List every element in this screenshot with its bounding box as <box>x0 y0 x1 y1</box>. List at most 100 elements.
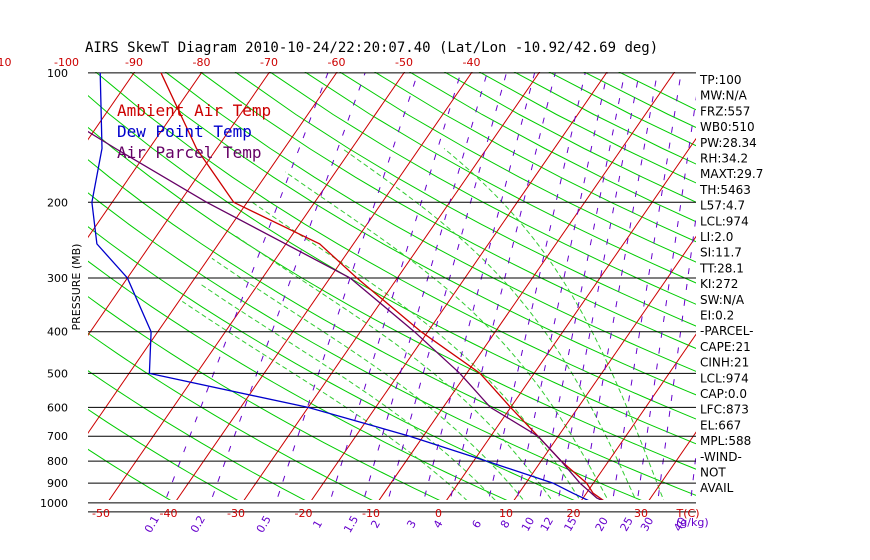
mixing-ratio-line <box>363 72 488 500</box>
stability-index: AVAIL <box>700 481 734 495</box>
bottom-temp-tick-label: 10 <box>499 507 513 520</box>
isotherm <box>88 72 271 337</box>
mixing-ratio-tick-label: 3 <box>404 518 419 531</box>
pressure-tick-label: 700 <box>47 430 68 443</box>
stability-index: -PARCEL- <box>700 324 754 338</box>
dry-adiabat <box>199 72 696 349</box>
stability-index: LCL:974 <box>700 371 749 385</box>
temp-unit-label: T(C) <box>676 507 700 520</box>
stability-index: CINH:21 <box>700 356 749 370</box>
mixing-ratio-line <box>538 72 626 500</box>
isotherm <box>0 19 36 512</box>
top-temp-tick-label: -100 <box>54 56 79 69</box>
pressure-tick-label: 200 <box>47 196 68 209</box>
mixing-ratio-tick-label: 25 <box>618 515 636 534</box>
dry-adiabat <box>164 72 696 372</box>
isotherm <box>88 72 338 434</box>
dry-adiabat <box>548 72 696 147</box>
dry-adiabat <box>88 94 696 445</box>
mixing-ratio-tick-label: 12 <box>538 515 556 534</box>
stability-index: WB0:510 <box>700 120 755 134</box>
top-temp-tick-label: -40 <box>463 56 481 69</box>
isotherm <box>378 72 676 500</box>
dry-adiabat <box>88 296 440 500</box>
dry-adiabat <box>374 72 696 243</box>
stability-index: SI:11.7 <box>700 246 742 260</box>
dry-adiabat <box>513 72 696 165</box>
pressure-tick-label: 900 <box>47 477 68 490</box>
pressure-tick-label: 1000 <box>40 497 68 510</box>
axis-labels: PRESSURE (MB)100200300400500600700800900… <box>0 56 709 535</box>
bottom-temp-tick-label: -50 <box>92 507 110 520</box>
pressure-tick-label: 300 <box>47 272 68 285</box>
stability-index: TH:5463 <box>699 183 751 197</box>
pressure-gridlines <box>88 72 696 513</box>
stability-index: SW:N/A <box>700 293 745 307</box>
isotherm <box>311 72 608 500</box>
chart-title: AIRS SkewT Diagram 2010-10-24/22:20:07.4… <box>85 40 658 56</box>
bottom-temp-tick-label: -40 <box>160 507 178 520</box>
stability-index: TT:28.1 <box>699 261 744 275</box>
mixing-ratio-line <box>612 72 682 500</box>
stability-index: NOT <box>700 466 726 480</box>
stability-index: KI:272 <box>700 277 738 291</box>
mixing-ratio-tick-label: 1.5 <box>341 513 361 535</box>
sounding-series <box>88 72 604 500</box>
isotherm <box>108 72 406 500</box>
mixing-ratio-tick-label: 30 <box>638 515 656 534</box>
bottom-temp-tick-label: 20 <box>567 507 581 520</box>
top-temp-tick-label: -50 <box>395 56 413 69</box>
mixing-ratio-tick-label: 10 <box>519 515 537 534</box>
top-temp-tick-label: -110 <box>0 56 11 69</box>
mixing-ratio-line <box>581 72 658 500</box>
mixing-ratio-tick-label: 1 <box>310 518 325 531</box>
top-temp-tick-label: -60 <box>328 56 346 69</box>
bottom-temp-tick-label: 0 <box>435 507 442 520</box>
isotherm <box>446 137 696 500</box>
mixing-ratio-line <box>516 72 608 500</box>
stability-index: FRZ:557 <box>700 104 750 118</box>
dry-adiabat <box>339 72 696 263</box>
isotherm <box>176 72 473 500</box>
mixing-ratio-line <box>276 72 419 500</box>
bottom-temp-tick-label: -10 <box>362 507 380 520</box>
bottom-temp-tick-label: 30 <box>634 507 648 520</box>
stability-index: MW:N/A <box>700 89 748 103</box>
isotherm <box>648 431 696 500</box>
mixing-ratio-line <box>423 72 536 500</box>
dry-adiabat <box>88 126 696 470</box>
mixing-ratio-tick-label: 15 <box>562 515 580 534</box>
dew-point-temp-line <box>91 72 589 500</box>
dry-adiabat <box>583 72 696 128</box>
dry-adiabat <box>88 448 171 500</box>
mixing-ratio-line <box>488 72 586 500</box>
stability-index: TP:100 <box>699 73 742 87</box>
mixing-ratio-line <box>387 72 507 500</box>
pressure-tick-label: 800 <box>47 455 68 468</box>
mixing-ratio-tick-label: 6 <box>470 518 485 531</box>
dry-adiabat <box>234 72 696 327</box>
legend-entry: Ambient Air Temp <box>117 101 271 120</box>
dry-adiabat <box>88 226 575 500</box>
stability-index: MAXT:29.7 <box>700 167 763 181</box>
mixing-ratio-tick-label: 0.2 <box>188 513 208 535</box>
top-temp-tick-label: -80 <box>193 56 211 69</box>
stability-index: LI:2.0 <box>700 230 733 244</box>
legend-entry: Dew Point Temp <box>117 122 252 141</box>
pressure-tick-label: 600 <box>47 401 68 414</box>
isotherm <box>243 72 541 500</box>
isotherm <box>88 72 203 239</box>
moist-adiabat <box>284 171 609 500</box>
mixing-ratio-unit-label: (g/kg) <box>676 516 709 529</box>
stability-index: EL:667 <box>700 418 741 432</box>
dry-adiabat <box>618 72 696 111</box>
top-temp-tick-label: -90 <box>125 56 143 69</box>
moist-adiabat <box>200 283 496 500</box>
stability-index: EI:0.2 <box>700 309 734 323</box>
ambient-air-temp-line <box>160 72 604 500</box>
dry-adiabat <box>88 408 239 500</box>
stability-index: LFC:873 <box>700 403 749 417</box>
moist-adiabat <box>182 300 468 500</box>
mixing-ratio-line <box>636 96 696 500</box>
